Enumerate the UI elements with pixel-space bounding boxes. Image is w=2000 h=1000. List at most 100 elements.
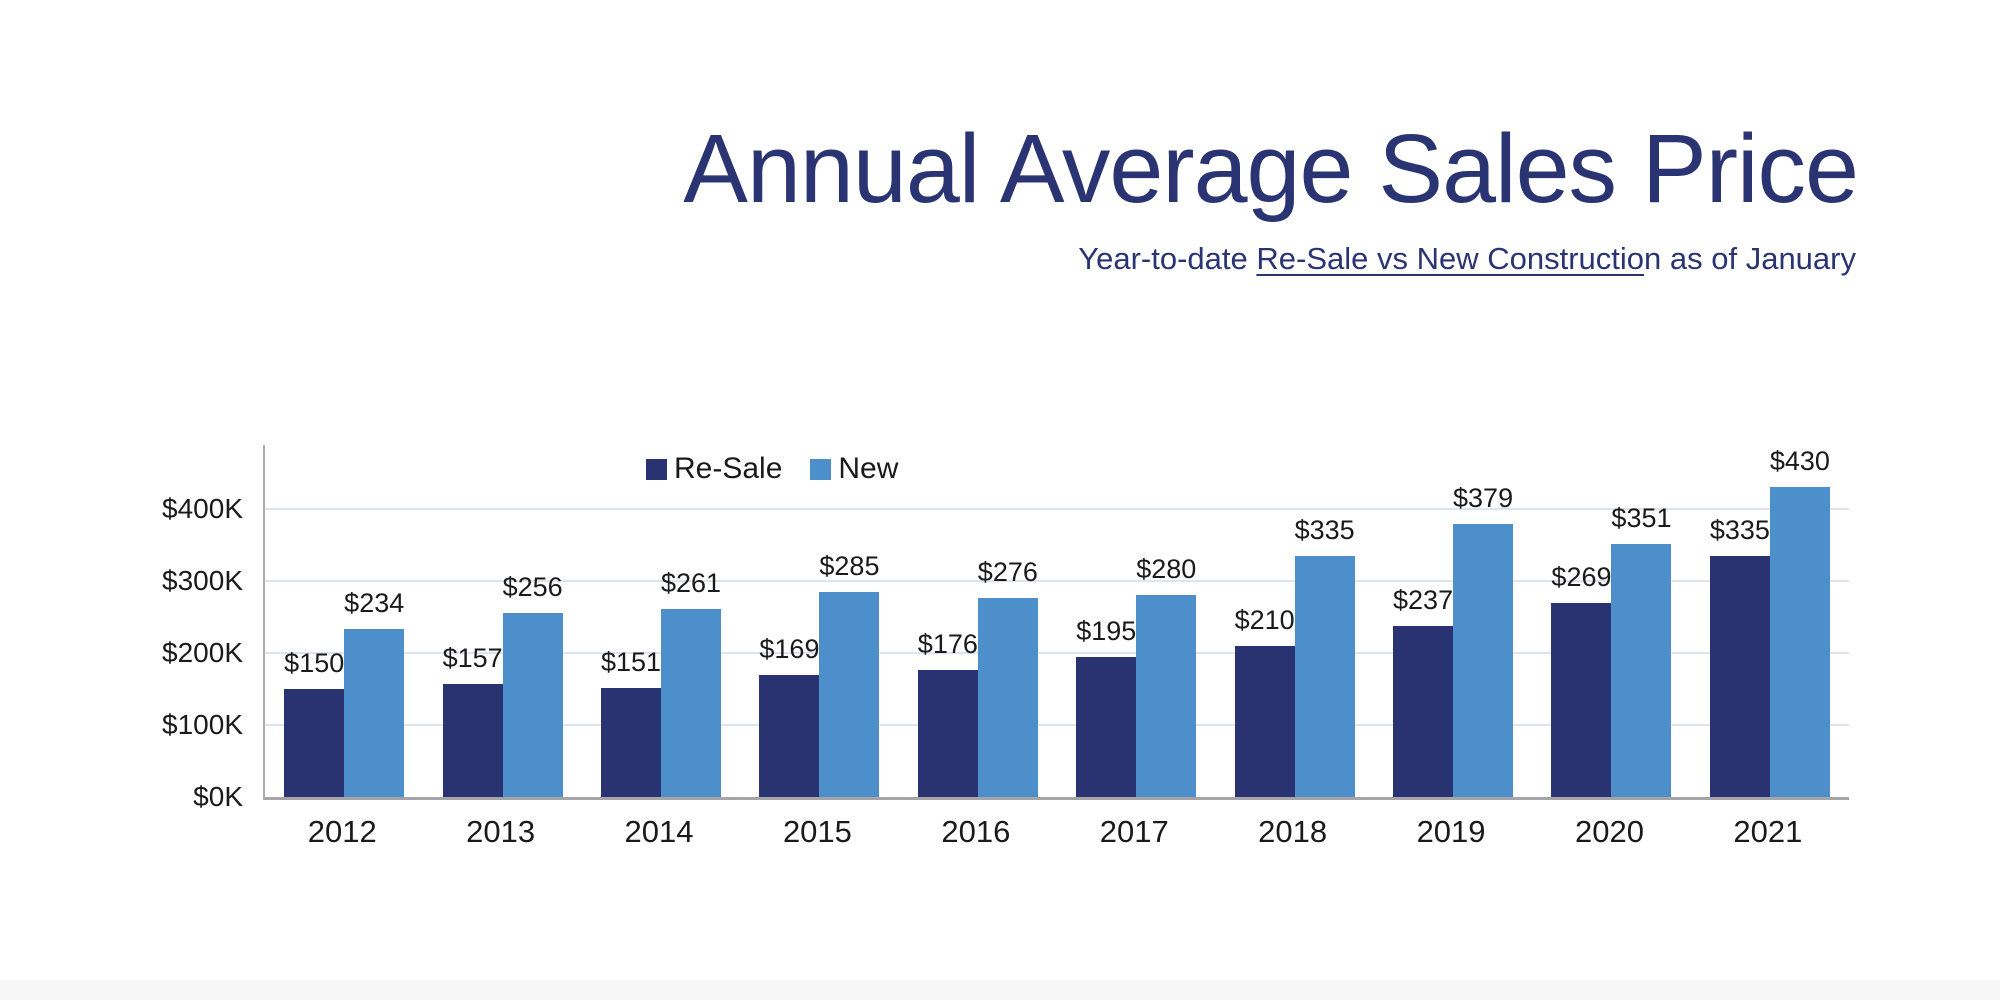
bar-column-re-sale-2014: $151 [601,647,661,797]
bar-value-label: $234 [344,588,405,618]
y-axis-tick-label: $100K [162,709,243,740]
gridline [265,508,1849,510]
bar-column-re-sale-2012: $150 [284,648,344,797]
bar-column-new-2012: $234 [344,588,404,797]
bar-column-re-sale-2015: $169 [759,634,819,797]
x-axis-label-2015: 2015 [782,814,852,849]
legend-item-new: New [810,452,898,486]
bar-group-2021: $335 $430 [1691,445,1849,797]
bar-re-sale-2012 [284,689,345,797]
bar-column-new-2016: $276 [978,557,1038,797]
bar-column-new-2017: $280 [1136,554,1196,797]
bar-value-label: $157 [442,643,503,673]
bar-new-2015 [819,592,880,797]
bar-value-label: $195 [1076,616,1137,646]
bar-new-2020 [1611,544,1672,797]
bar-re-sale-2021 [1709,556,1770,797]
gridline [265,652,1849,654]
bar-column-new-2019: $379 [1453,483,1513,797]
bar-value-label: $210 [1234,605,1295,635]
subtitle-underlined-text: Re-Sale vs New Constructio [1256,241,1645,276]
bar-re-sale-2014 [601,688,662,797]
bar-re-sale-2019 [1393,626,1454,797]
bar-value-label: $351 [1611,503,1672,533]
x-axis-label-2017: 2017 [1099,814,1169,849]
legend-label-new: New [838,452,899,485]
legend-swatch-re-sale [646,458,667,480]
bar-re-sale-2016 [917,670,978,797]
x-axis-label-2013: 2013 [466,814,536,849]
bar-group-2013: $157 $256 [423,445,581,797]
x-axis-label-2018: 2018 [1258,814,1328,849]
bar-column-re-sale-2020: $269 [1551,562,1612,797]
bar-group-2019: $237 $379 [1374,445,1532,797]
bar-re-sale-2020 [1551,603,1612,797]
bar-group-2016: $176 $276 [899,445,1057,797]
y-axis-tick-label: $300K [162,565,243,596]
y-axis-tick-label: $0K [193,781,243,812]
bar-value-label: $150 [284,648,345,678]
slide-bottom-edge [0,980,2000,1000]
bar-group-2017: $195 $280 [1057,445,1215,797]
x-axis-label-2014: 2014 [624,814,694,849]
bar-column-re-sale-2021: $335 [1710,515,1770,797]
bar-column-re-sale-2018: $210 [1235,605,1295,797]
bar-value-label: $335 [1709,515,1770,545]
subtitle-suffix: n as of January [1644,241,1856,276]
x-axis-label-2016: 2016 [941,814,1011,849]
bar-column-new-2014: $261 [661,568,721,797]
legend-item-re-sale: Re-Sale [646,452,782,486]
bar-value-label: $256 [502,572,563,602]
bar-column-re-sale-2016: $176 [918,629,978,797]
bar-value-label: $285 [819,551,880,581]
bar-re-sale-2015 [759,675,820,797]
bar-value-label: $151 [600,647,662,677]
bar-column-new-2018: $335 [1295,515,1355,797]
bar-column-new-2013: $256 [503,572,563,797]
bar-re-sale-2018 [1234,646,1295,797]
bar-column-re-sale-2019: $237 [1393,585,1453,797]
plot-area: $150 $234 $157 $256 $151 $261 $169 $285 $176 $276… [263,445,1849,800]
y-axis-tick-label: $200K [162,637,243,668]
bar-new-2019 [1453,524,1514,797]
bar-group-2015: $169 $285 [740,445,898,797]
bar-value-label: $276 [977,557,1038,587]
bar-new-2013 [502,613,563,797]
bar-column-re-sale-2017: $195 [1076,616,1136,797]
bar-new-2016 [977,598,1038,797]
bar-re-sale-2013 [442,684,503,797]
x-axis-label-2021: 2021 [1733,814,1803,849]
x-axis-label-2020: 2020 [1574,814,1644,849]
chart-legend: Re-Sale New [646,452,898,486]
bar-value-label: $261 [660,568,722,598]
bar-group-2020: $269 $351 [1532,445,1690,797]
bar-value-label: $379 [1453,483,1514,513]
gridline [265,724,1849,726]
bar-re-sale-2017 [1076,657,1137,797]
legend-label-re-sale: Re-Sale [674,452,783,485]
bar-new-2017 [1136,595,1197,797]
chart-title: Annual Average Sales Price [683,114,1859,223]
bar-column-new-2021: $430 [1770,446,1830,797]
chart-subtitle: Year-to-date Re-Sale vs New Construction… [1078,241,1856,277]
bar-value-label: $335 [1294,515,1355,545]
bar-value-label: $280 [1136,554,1197,584]
bar-value-label: $176 [917,629,978,659]
bar-new-2018 [1294,556,1355,797]
x-axis-label-2019: 2019 [1416,814,1486,849]
bar-new-2021 [1769,487,1830,797]
x-axis: 2012 2013 2014 2015 2016 2017 2018 2019 2020 2021 [263,814,1847,850]
subtitle-prefix: Year-to-date [1078,241,1257,276]
y-axis-tick-label: $400K [162,493,243,524]
bar-value-label: $269 [1551,562,1612,592]
bar-new-2012 [344,629,405,797]
bar-group-2018: $210 $335 [1215,445,1373,797]
bar-value-label: $169 [759,634,820,664]
bar-value-label: $237 [1393,585,1454,615]
bar-column-re-sale-2013: $157 [443,643,503,797]
x-axis-label-2012: 2012 [307,814,377,849]
gridline [265,580,1849,582]
bar-column-new-2020: $351 [1611,503,1672,797]
legend-swatch-new [810,458,832,480]
